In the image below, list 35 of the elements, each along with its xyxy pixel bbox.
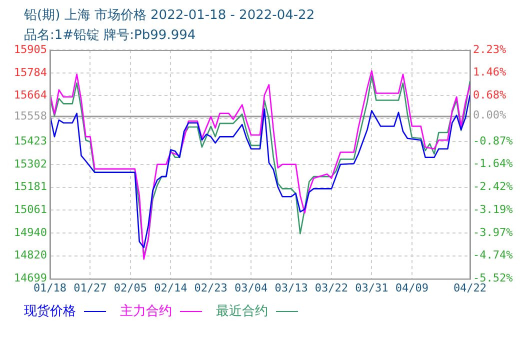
y2-tick-label: 2.23% — [473, 42, 506, 56]
y-tick-label: 15664 — [14, 88, 48, 102]
legend-label: 最近合约 — [216, 303, 268, 320]
x-tick-label: 03/31 — [355, 281, 388, 294]
chart-title: 铅(期) 上海 市场价格 2022-01-18 - 2022-04-22 — [24, 7, 315, 24]
x-tick-label: 02/23 — [194, 281, 228, 294]
y-tick-label: 14940 — [14, 226, 47, 239]
x-tick-label: 01/27 — [74, 281, 107, 294]
legend-label: 主力合约 — [120, 303, 172, 320]
y2-tick-label: -2.42% — [473, 180, 514, 194]
y2-tick-label: -3.97% — [473, 226, 514, 239]
ref-line-label: 15558 — [14, 109, 47, 122]
y-tick-label: 15423 — [14, 134, 47, 148]
y-tick-label: 14820 — [14, 248, 47, 262]
y2-tick-label: -3.19% — [473, 202, 514, 216]
x-tick-label: 03/13 — [274, 281, 308, 294]
y-tick-label: 15181 — [14, 180, 47, 194]
y2-tick-label: 0.68% — [473, 88, 506, 102]
y2-tick-label: -0.87% — [473, 134, 514, 148]
y2-tick-label: -4.74% — [473, 248, 514, 262]
x-tick-label: 03/04 — [234, 281, 268, 294]
y2-tick-label: 0.00% — [473, 108, 506, 122]
chart-subtitle: 品名:1#铅锭 牌号:Pb99.994 — [24, 27, 196, 44]
y-tick-label: 15302 — [14, 157, 47, 170]
y2-tick-label: -1.64% — [473, 157, 514, 170]
x-tick-label: 04/09 — [395, 281, 428, 294]
y-tick-label: 15784 — [14, 66, 48, 79]
x-tick-label: 02/14 — [154, 281, 188, 294]
y-tick-label: 15905 — [14, 42, 47, 56]
y2-tick-label: 1.46% — [473, 66, 506, 79]
x-tick-label: 04/22 — [453, 281, 487, 294]
x-tick-label: 02/05 — [114, 281, 147, 294]
legend-label: 现货价格 — [24, 303, 76, 320]
y-tick-label: 15061 — [14, 202, 47, 216]
x-tick-label: 03/22 — [314, 281, 348, 294]
